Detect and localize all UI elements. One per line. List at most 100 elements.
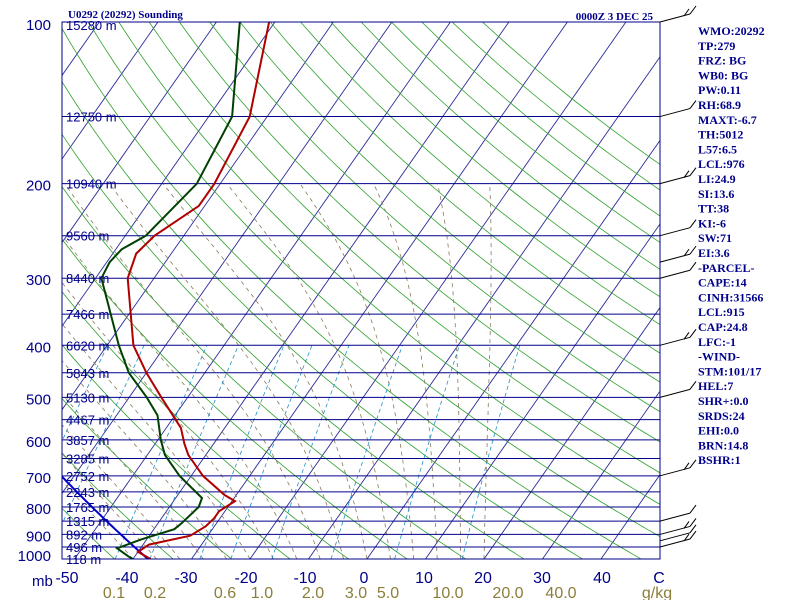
isotherm-line — [191, 22, 568, 559]
isotherm-line — [62, 22, 393, 495]
index-item: TT:38 — [698, 202, 729, 216]
wind-barb-staff — [659, 336, 691, 346]
moist-adiabat-line — [162, 183, 368, 559]
wind-barb-staff — [659, 175, 691, 185]
wind-barb-staff — [659, 108, 691, 118]
wind-barb-staff — [659, 525, 691, 535]
mixing-ratio-line — [461, 345, 521, 559]
wind-barb-flag — [683, 521, 690, 529]
pressure-tick-label: 100 — [26, 17, 51, 34]
mixing-ratio-line — [330, 345, 403, 559]
index-item: LCL:915 — [698, 305, 745, 319]
pressure-tick-label: 700 — [26, 470, 51, 487]
wind-barb — [659, 530, 697, 548]
wind-barb — [659, 524, 697, 542]
wind-barb-flag — [689, 167, 697, 176]
isotherm-line — [366, 139, 660, 559]
height-label: 6620 m — [66, 338, 109, 353]
mixing-ratio-label: 0.1 — [103, 585, 125, 600]
wind-barb-flag — [689, 530, 697, 540]
height-label: 3285 m — [66, 452, 109, 467]
mixing-ratio-label: 1.0 — [251, 585, 273, 600]
index-item: CAP:24.8 — [698, 320, 748, 334]
mixing-ratio-axis: 0.1 0.2 0.6 1.0 2.0 3.0 5.0 10.0 20.0 40.0 g/kg — [103, 585, 672, 600]
index-item: CINH:31566 — [698, 290, 763, 304]
index-item: -PARCEL- — [698, 261, 754, 275]
pressure-tick-label: 500 — [26, 391, 51, 408]
wind-barb — [659, 459, 697, 477]
height-label: 8440 m — [66, 271, 109, 286]
temperature-tick-label: -40 — [115, 570, 138, 587]
height-label: 3857 m — [66, 433, 109, 448]
wind-barb — [659, 219, 697, 237]
parcel-trace — [62, 475, 149, 559]
wind-barb — [659, 167, 697, 185]
isotherm-line — [62, 22, 217, 244]
mixing-ratio-label: 0.6 — [214, 585, 236, 600]
wind-barb-flag — [689, 524, 697, 534]
mixing-ratio-label: 3.0 — [345, 585, 367, 600]
index-item: -WIND- — [698, 350, 740, 364]
mixing-ratio-label: 5.0 — [377, 585, 399, 600]
wind-barb-flag — [683, 170, 690, 178]
plot-frame — [61, 21, 661, 560]
height-label: 7466 m — [66, 307, 109, 322]
wind-barb-flag — [689, 5, 697, 15]
wind-barb-staff — [659, 253, 691, 263]
wind-barb-flag — [689, 504, 697, 514]
pressure-tick-label: 300 — [26, 272, 51, 289]
time-label: 0000Z 3 DEC 25 — [576, 11, 654, 23]
dry-adiabat-line — [62, 291, 349, 559]
wind-barb-flag — [683, 8, 690, 17]
mixing-ratio-label: g/kg — [642, 585, 672, 600]
height-label: 892 m — [66, 527, 102, 542]
wind-barb-staff — [659, 512, 691, 522]
height-label: 10940 m — [66, 177, 117, 192]
mixing-ratio-line — [149, 345, 239, 559]
moist-adiabat-line — [109, 183, 344, 559]
index-item: LI:24.9 — [698, 172, 736, 186]
mixing-ratio-label: 10.0 — [432, 585, 463, 600]
moist-adiabat-line — [373, 183, 438, 559]
wind-barb-flag — [683, 248, 690, 257]
wind-barb-flag — [689, 329, 697, 338]
pressure-tick-label: 800 — [26, 501, 51, 518]
isotherm-line — [425, 223, 660, 559]
height-label: 496 m — [66, 540, 102, 555]
pressure-tick-label: 400 — [26, 339, 51, 356]
index-item: EI:3.6 — [698, 246, 730, 260]
wind-barb-staff — [659, 538, 691, 548]
index-item: RH:68.9 — [698, 98, 741, 112]
wind-barb-staff — [659, 13, 691, 23]
mixing-ratio-label: 0.2 — [144, 585, 166, 600]
index-item: WB0: BG — [698, 68, 748, 82]
index-item: L57:6.5 — [698, 142, 737, 156]
index-item: MAXT:-6.7 — [698, 113, 757, 127]
index-item: SRDS:24 — [698, 409, 745, 423]
wind-barb — [659, 381, 697, 398]
height-label: 15280 m — [66, 18, 117, 33]
isotherm-line — [132, 22, 510, 559]
sounding-curves — [62, 22, 271, 559]
wind-barb-flag — [689, 245, 697, 255]
mixing-ratio-line — [394, 345, 460, 559]
wind-barb — [659, 5, 697, 23]
moist-adiabat-line — [483, 183, 492, 559]
index-item: TP:279 — [698, 39, 735, 53]
index-item: SW:71 — [698, 231, 732, 245]
index-item: WMO:20292 — [698, 24, 765, 38]
wind-barb — [659, 518, 697, 535]
wind-barb-staff — [659, 467, 691, 477]
height-label: 9560 m — [66, 229, 109, 244]
pressure-tick-label: 900 — [26, 528, 51, 545]
height-label: 4467 m — [66, 413, 109, 428]
pressure-tick-label: 1000 — [18, 548, 51, 565]
pressure-tick-label: 200 — [26, 178, 51, 195]
isotherm-line — [483, 306, 660, 559]
index-item: HEL:7 — [698, 379, 733, 393]
mixing-ratio-label: 2.0 — [302, 585, 324, 600]
pressure-tick-label: 600 — [26, 434, 51, 451]
isotherm-line — [74, 22, 451, 559]
